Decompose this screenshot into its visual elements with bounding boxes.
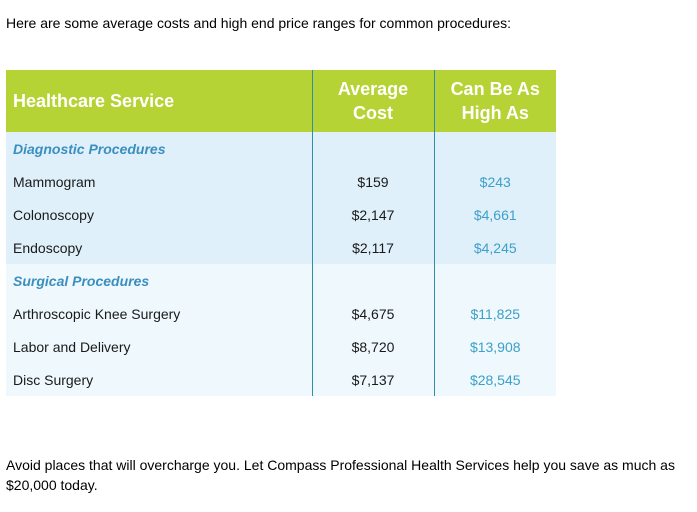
table-row: Endoscopy $2,117 $4,245 [6, 231, 556, 264]
table-row: Colonoscopy $2,147 $4,661 [6, 198, 556, 231]
header-average-line1: Average [337, 79, 409, 99]
service-name: Colonoscopy [6, 198, 312, 231]
table-row: Arthroscopic Knee Surgery $4,675 $11,825 [6, 297, 556, 330]
section-title-diagnostic: Diagnostic Procedures [6, 132, 312, 165]
high-price: $4,661 [433, 198, 556, 231]
service-name: Mammogram [6, 165, 312, 198]
cost-table: Healthcare Service Average Cost Can Be A… [6, 70, 556, 396]
average-cost: $7,137 [311, 363, 434, 396]
header-high-price: Can Be As High As [433, 70, 556, 132]
header-high-line2: High As [461, 103, 529, 123]
high-price: $28,545 [433, 363, 556, 396]
section-spacer [433, 264, 556, 297]
section-title-surgical: Surgical Procedures [6, 264, 312, 297]
section-spacer [433, 132, 556, 165]
section-row-surgical: Surgical Procedures [6, 264, 556, 297]
high-price: $243 [433, 165, 556, 198]
table-row: Mammogram $159 $243 [6, 165, 556, 198]
average-cost: $159 [311, 165, 434, 198]
intro-text: Here are some average costs and high end… [6, 15, 512, 31]
service-name: Disc Surgery [6, 363, 312, 396]
section-spacer [311, 132, 434, 165]
high-price: $13,908 [433, 330, 556, 363]
service-name: Labor and Delivery [6, 330, 312, 363]
service-name: Endoscopy [6, 231, 312, 264]
header-high-line1: Can Be As [450, 79, 540, 99]
service-name: Arthroscopic Knee Surgery [6, 297, 312, 330]
high-price: $4,245 [433, 231, 556, 264]
average-cost: $2,117 [311, 231, 434, 264]
average-cost: $4,675 [311, 297, 434, 330]
table-row: Disc Surgery $7,137 $28,545 [6, 363, 556, 396]
table-header-row: Healthcare Service Average Cost Can Be A… [6, 70, 556, 132]
average-cost: $8,720 [311, 330, 434, 363]
header-healthcare-service: Healthcare Service [6, 70, 312, 132]
section-spacer [311, 264, 434, 297]
high-price: $11,825 [433, 297, 556, 330]
header-average-cost: Average Cost [311, 70, 434, 132]
header-average-line2: Cost [353, 103, 393, 123]
table-row: Labor and Delivery $8,720 $13,908 [6, 330, 556, 363]
outro-text: Avoid places that will overcharge you. L… [6, 457, 675, 493]
section-row-diagnostic: Diagnostic Procedures [6, 132, 556, 165]
average-cost: $2,147 [311, 198, 434, 231]
